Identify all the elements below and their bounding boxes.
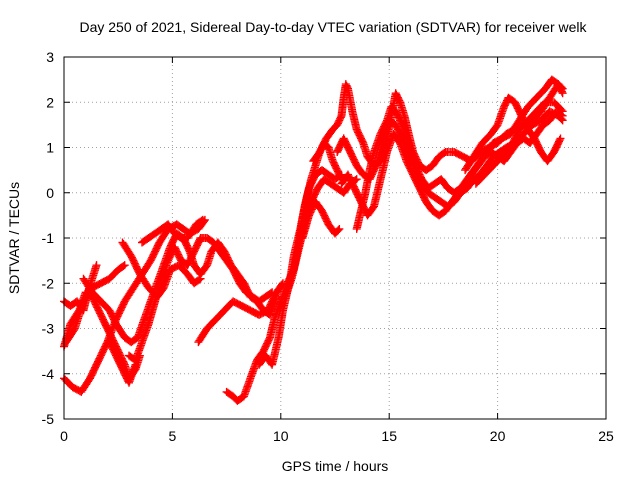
x-tick-label: 5 (169, 428, 177, 444)
data-point (119, 262, 128, 271)
y-tick-label: 1 (46, 140, 54, 156)
track-14 (298, 197, 344, 242)
x-tick-label: 25 (598, 428, 614, 444)
x-tick-label: 20 (490, 428, 506, 444)
y-tick-label: -4 (42, 366, 55, 382)
track-9 (125, 234, 277, 365)
data-point (120, 261, 129, 270)
data-point (196, 274, 205, 283)
track-4 (62, 261, 129, 347)
chart-title: Day 250 of 2021, Sidereal Day-to-day VTE… (79, 19, 587, 35)
x-tick-label: 10 (273, 428, 289, 444)
track-10 (194, 279, 287, 347)
data-point (558, 107, 567, 116)
x-axis-label: GPS time / hours (282, 458, 389, 474)
data-point (92, 261, 101, 270)
data-point (195, 275, 204, 284)
y-tick-label: -1 (42, 230, 55, 246)
track-19 (461, 93, 565, 175)
data-point (558, 89, 567, 98)
data-layer (60, 75, 567, 405)
track-6 (105, 338, 140, 387)
y-tick-label: 2 (46, 94, 54, 110)
data-point (555, 136, 564, 144)
data-point (557, 87, 566, 96)
data-point (198, 215, 207, 224)
data-point (557, 106, 566, 114)
data-point (556, 134, 565, 143)
y-tick-label: -3 (42, 321, 55, 337)
y-tick-label: -2 (42, 275, 55, 291)
y-tick-label: 3 (46, 49, 54, 65)
y-tick-label: -5 (42, 411, 55, 427)
x-tick-label: 15 (381, 428, 397, 444)
data-point (336, 171, 345, 180)
x-tick-label: 0 (60, 428, 68, 444)
data-point (335, 224, 344, 233)
track-8 (138, 215, 207, 247)
data-point (334, 226, 343, 235)
y-tick-label: 0 (46, 185, 54, 201)
y-axis-label: SDTVAR / TECUs (6, 182, 22, 294)
plot-frame (63, 56, 607, 420)
track-20 (471, 98, 567, 188)
data-point (197, 216, 206, 225)
